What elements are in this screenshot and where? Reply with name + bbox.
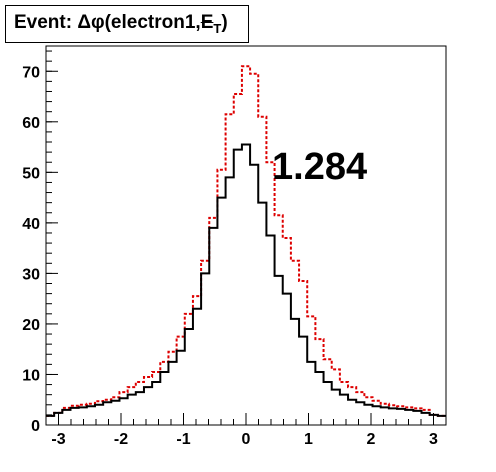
chart-title-box: Event: Δφ(electron1,ET)	[5, 5, 249, 43]
title-prefix: Event:	[14, 12, 78, 34]
x-tick-label: 3	[429, 431, 438, 448]
x-tick-label: -2	[114, 431, 128, 448]
plot-frame	[45, 45, 447, 426]
title-close: )	[221, 12, 228, 34]
x-tick-label: -3	[51, 431, 65, 448]
y-tick-label: 50	[22, 165, 40, 182]
title-body: (electron1,	[104, 12, 201, 34]
y-tick-label: 70	[22, 64, 40, 81]
histogram-series-solid	[46, 143, 446, 417]
y-tick-label: 0	[31, 418, 40, 435]
y-tick-label: 40	[22, 216, 40, 233]
chart-title: Event: Δφ(electron1,ET)	[14, 12, 228, 36]
title-subscript: T	[213, 20, 222, 36]
title-symbol: Δφ	[77, 12, 105, 34]
x-tick-label: 1	[304, 431, 313, 448]
title-met: E	[200, 12, 214, 34]
y-tick-label: 60	[22, 115, 40, 132]
x-tick-label: 0	[242, 431, 251, 448]
y-tick-label: 20	[22, 317, 40, 334]
histogram-layer	[46, 65, 446, 417]
x-tick-label: 2	[367, 431, 376, 448]
histogram-series-dashed	[46, 65, 446, 417]
chart-annotation: 1.284	[272, 146, 368, 188]
y-tick-label: 10	[22, 367, 40, 384]
x-tick-label: -1	[176, 431, 190, 448]
y-tick-label: 30	[22, 266, 40, 283]
